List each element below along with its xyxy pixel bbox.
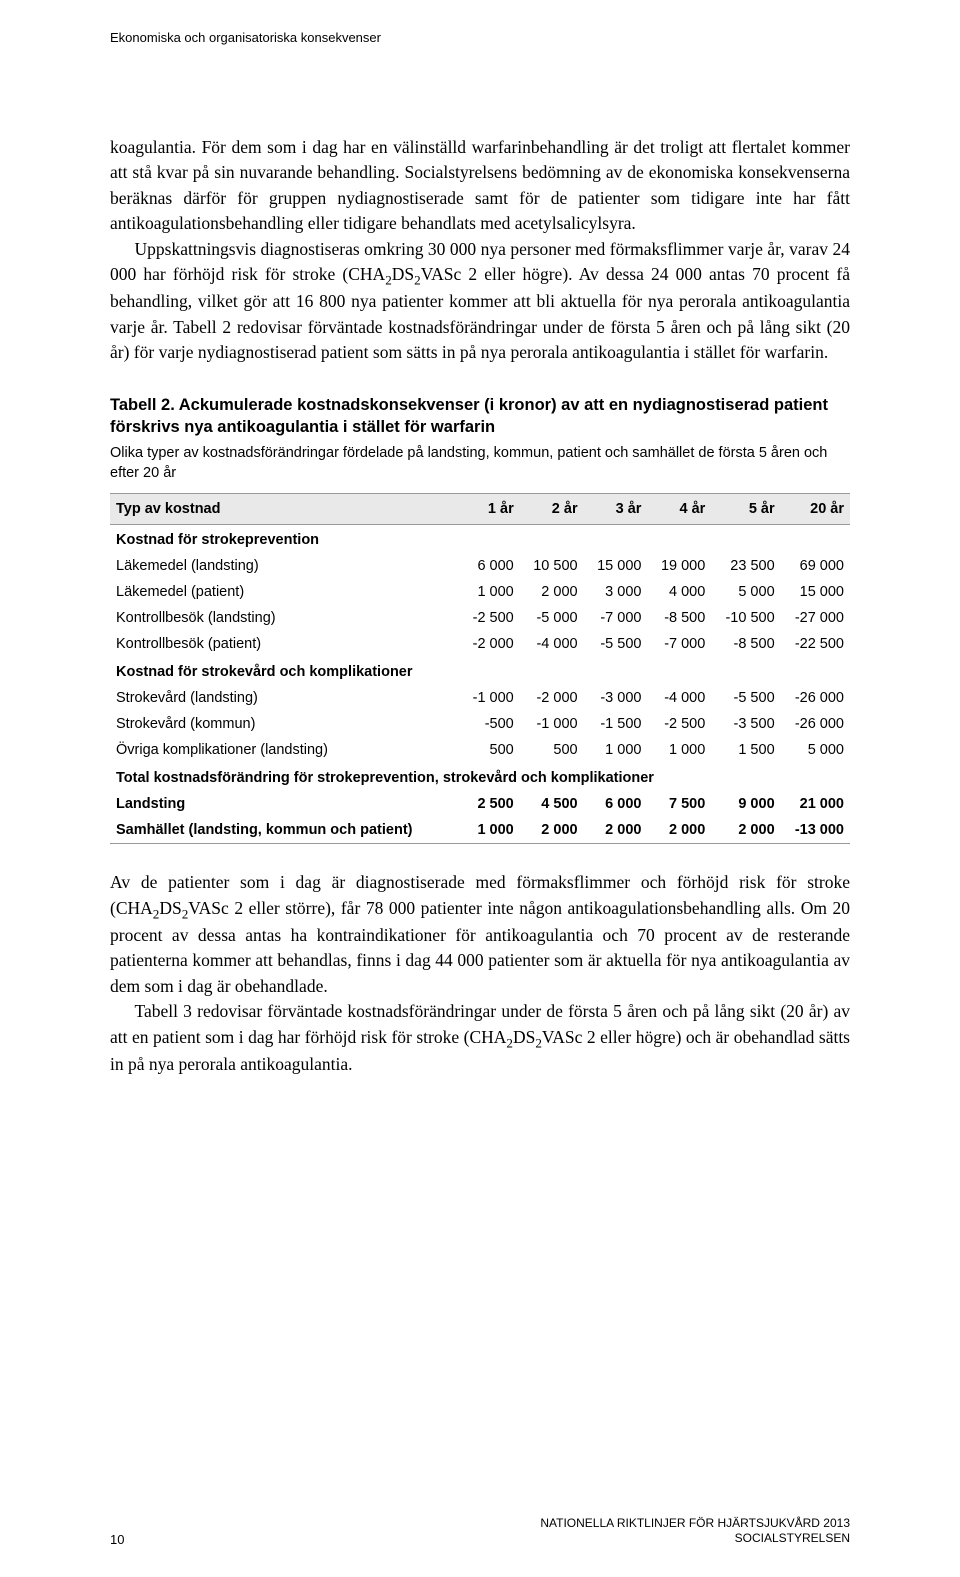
row-value: 500 — [460, 737, 520, 763]
row-value: -5 500 — [584, 631, 648, 657]
row-label: Strokevård (kommun) — [110, 711, 460, 737]
table2-col-4: 4 år — [647, 494, 711, 525]
table-row: Samhället (landsting, kommun och patient… — [110, 817, 850, 844]
footer-line-1: NATIONELLA RIKTLINJER FÖR HJÄRTSJUKVÅRD … — [540, 1516, 850, 1532]
row-value: -7 000 — [647, 631, 711, 657]
row-value: -4 000 — [520, 631, 584, 657]
table2-col-1: 1 år — [460, 494, 520, 525]
row-label: Samhället (landsting, kommun och patient… — [110, 817, 460, 844]
row-value: 1 000 — [647, 737, 711, 763]
row-value: -500 — [460, 711, 520, 737]
table2-subtitle: Olika typer av kostnadsförändringar förd… — [110, 444, 850, 483]
row-value: 6 000 — [584, 791, 648, 817]
row-value: 2 000 — [520, 579, 584, 605]
row-value: 5 000 — [711, 579, 780, 605]
table-row: Övriga komplikationer (landsting)5005001… — [110, 737, 850, 763]
table-row: Landsting2 5004 5006 0007 5009 00021 000 — [110, 791, 850, 817]
row-label: Strokevård (landsting) — [110, 685, 460, 711]
row-value: 3 000 — [584, 579, 648, 605]
table2-col-2: 2 år — [520, 494, 584, 525]
table-section-label: Kostnad för strokeprevention — [110, 525, 850, 554]
row-label: Läkemedel (patient) — [110, 579, 460, 605]
row-value: 1 000 — [460, 579, 520, 605]
row-value: -4 000 — [647, 685, 711, 711]
row-value: -10 500 — [711, 605, 780, 631]
row-value: 2 000 — [584, 817, 648, 844]
row-value: -2 000 — [520, 685, 584, 711]
row-value: 69 000 — [781, 553, 850, 579]
row-value: 15 000 — [781, 579, 850, 605]
row-value: -5 500 — [711, 685, 780, 711]
row-value: 4 500 — [520, 791, 584, 817]
row-label: Kontrollbesök (patient) — [110, 631, 460, 657]
row-value: 23 500 — [711, 553, 780, 579]
row-value: -2 000 — [460, 631, 520, 657]
row-value: 1 000 — [584, 737, 648, 763]
row-value: -2 500 — [460, 605, 520, 631]
page-number: 10 — [110, 1532, 124, 1547]
table-row: Strokevård (kommun)-500-1 000-1 500-2 50… — [110, 711, 850, 737]
row-value: 10 500 — [520, 553, 584, 579]
table2-col-6: 20 år — [781, 494, 850, 525]
row-value: 1 500 — [711, 737, 780, 763]
row-value: 9 000 — [711, 791, 780, 817]
row-value: -2 500 — [647, 711, 711, 737]
row-value: -3 500 — [711, 711, 780, 737]
page-header: Ekonomiska och organisatoriska konsekven… — [110, 30, 850, 45]
row-value: 2 000 — [647, 817, 711, 844]
row-label: Läkemedel (landsting) — [110, 553, 460, 579]
paragraph-1: koagulantia. För dem som i dag har en vä… — [110, 135, 850, 366]
row-value: 4 000 — [647, 579, 711, 605]
table-section-label: Kostnad för strokevård och komplikatione… — [110, 657, 850, 685]
table2-col-0: Typ av kostnad — [110, 494, 460, 525]
row-value: -27 000 — [781, 605, 850, 631]
table2-col-3: 3 år — [584, 494, 648, 525]
row-value: -7 000 — [584, 605, 648, 631]
row-value: -3 000 — [584, 685, 648, 711]
row-value: -8 500 — [711, 631, 780, 657]
row-value: 500 — [520, 737, 584, 763]
row-value: -26 000 — [781, 685, 850, 711]
table-row: Läkemedel (landsting)6 00010 50015 00019… — [110, 553, 850, 579]
table2: Typ av kostnad 1 år 2 år 3 år 4 år 5 år … — [110, 493, 850, 844]
row-value: -1 000 — [460, 685, 520, 711]
row-value: -1 000 — [520, 711, 584, 737]
row-value: 19 000 — [647, 553, 711, 579]
row-value: -26 000 — [781, 711, 850, 737]
row-value: 2 000 — [520, 817, 584, 844]
row-value: 2 000 — [711, 817, 780, 844]
row-label: Landsting — [110, 791, 460, 817]
row-value: 7 500 — [647, 791, 711, 817]
footer-line-2: SOCIALSTYRELSEN — [540, 1531, 850, 1547]
row-value: -13 000 — [781, 817, 850, 844]
table-row: Strokevård (landsting)-1 000-2 000-3 000… — [110, 685, 850, 711]
table-row: Kontrollbesök (landsting)-2 500-5 000-7 … — [110, 605, 850, 631]
row-label: Kontrollbesök (landsting) — [110, 605, 460, 631]
page-footer: 10 NATIONELLA RIKTLINJER FÖR HJÄRTSJUKVÅ… — [110, 1516, 850, 1547]
table-row: Kontrollbesök (patient)-2 000-4 000-5 50… — [110, 631, 850, 657]
paragraph-2: Av de patienter som i dag är diagnostise… — [110, 870, 850, 1077]
row-value: -22 500 — [781, 631, 850, 657]
row-value: -1 500 — [584, 711, 648, 737]
row-value: -5 000 — [520, 605, 584, 631]
row-value: 1 000 — [460, 817, 520, 844]
row-value: 15 000 — [584, 553, 648, 579]
row-value: 6 000 — [460, 553, 520, 579]
table-section-label: Total kostnadsförändring för strokepreve… — [110, 763, 850, 791]
row-value: -8 500 — [647, 605, 711, 631]
row-value: 21 000 — [781, 791, 850, 817]
row-label: Övriga komplikationer (landsting) — [110, 737, 460, 763]
table-row: Läkemedel (patient)1 0002 0003 0004 0005… — [110, 579, 850, 605]
row-value: 2 500 — [460, 791, 520, 817]
table2-col-5: 5 år — [711, 494, 780, 525]
table2-header-row: Typ av kostnad 1 år 2 år 3 år 4 år 5 år … — [110, 494, 850, 525]
row-value: 5 000 — [781, 737, 850, 763]
table2-title: Tabell 2. Ackumulerade kostnadskonsekven… — [110, 394, 850, 439]
